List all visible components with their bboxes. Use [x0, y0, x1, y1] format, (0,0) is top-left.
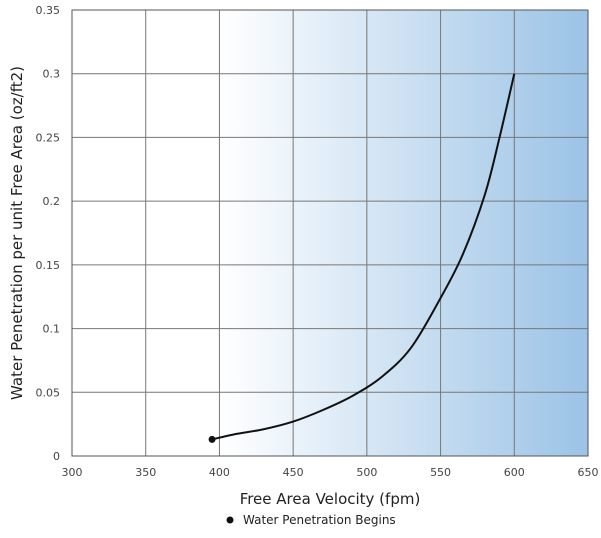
y-tick-label: 0.3: [43, 68, 61, 81]
x-tick-label: 600: [504, 466, 525, 479]
y-tick-label: 0.2: [43, 195, 61, 208]
x-tick-label: 550: [430, 466, 451, 479]
x-axis-title: Free Area Velocity (fpm): [240, 490, 421, 508]
plot-frame: [71, 9, 589, 457]
x-tick-label: 400: [209, 466, 230, 479]
x-tick-label: 650: [578, 466, 599, 479]
y-tick-label: 0: [53, 450, 60, 463]
start-point-marker: [208, 435, 216, 443]
x-tick-labels: 300 350 400 450 500 550 600 650: [62, 466, 599, 479]
x-tick-label: 450: [283, 466, 304, 479]
x-tick-label: 300: [62, 466, 83, 479]
legend-label: Water Penetration Begins: [243, 513, 396, 527]
y-tick-label: 0.1: [43, 323, 61, 336]
y-tick-label: 0.25: [36, 131, 61, 144]
legend-marker: [226, 516, 234, 524]
y-tick-labels: 0 0.05 0.1 0.15 0.2 0.25 0.3 0.35: [36, 4, 61, 463]
y-tick-label: 0.35: [36, 4, 61, 17]
plot-gradient-band: [219, 10, 588, 456]
series-line: [211, 73, 516, 441]
x-tick-label: 350: [135, 466, 156, 479]
y-axis-title: Water Penetration per unit Free Area (oz…: [8, 66, 26, 400]
x-tick-label: 500: [356, 466, 377, 479]
y-tick-label: 0.15: [36, 259, 61, 272]
y-tick-label: 0.05: [36, 386, 61, 399]
